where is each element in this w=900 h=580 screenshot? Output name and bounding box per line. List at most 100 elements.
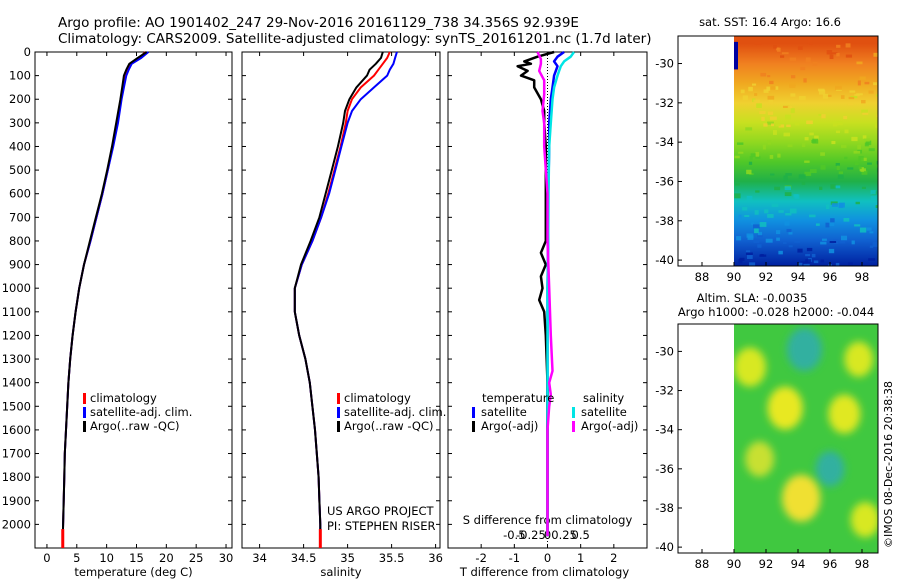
sst_map-speckle: [760, 254, 764, 257]
sst_map-speckle: [838, 203, 844, 209]
sst_map-speckle: [781, 52, 789, 55]
depth-tick-label: 0: [24, 45, 31, 59]
sla-map-subtitle: Argo h1000: -0.028 h2000: -0.044: [678, 305, 874, 319]
salinity-axes-box: [241, 51, 441, 549]
sst_map-speckle: [875, 205, 878, 208]
header-line-2: Climatology: CARS2009. Satellite-adjuste…: [58, 31, 651, 47]
sst_map-speckle: [849, 90, 856, 93]
sst_map-speckle: [778, 250, 783, 255]
sst_map-speckle: [845, 43, 851, 48]
sst_map-speckle: [854, 94, 860, 97]
sst_map-lat-label: -34: [655, 135, 674, 149]
sst_map-speckle: [804, 171, 812, 176]
difference-legend-label: satellite: [581, 405, 627, 419]
sst_map-speckle: [777, 153, 781, 158]
sst_map-speckle: [766, 86, 771, 91]
sst_map-speckle: [812, 61, 818, 66]
sst_map-speckle: [735, 183, 740, 186]
depth-tick-label: 1200: [2, 328, 31, 342]
sla-map-title: Altim. SLA: -0.0035: [697, 291, 808, 305]
sst_map-frame: [677, 35, 879, 267]
sst_map-speckle: [767, 121, 774, 125]
depth-tick-label: 1400: [2, 376, 31, 390]
sst_map-speckle: [811, 253, 816, 258]
sst_map-speckle: [782, 105, 790, 108]
sst_map-speckle: [873, 52, 878, 57]
sla_map-lon-label: 98: [855, 557, 870, 571]
sst_map-speckle: [809, 214, 816, 218]
sst_map-speckle: [753, 238, 760, 243]
sst_map-speckle: [861, 170, 868, 175]
sst_map-speckle: [745, 252, 753, 255]
sst_map-speckle: [818, 186, 823, 190]
sst_map-speckle: [840, 95, 845, 99]
sst_map-speckle: [754, 210, 759, 215]
sst_map-speckle: [876, 161, 878, 165]
salinity-legend-swatch: [337, 421, 340, 432]
sst_map-speckle: [783, 132, 790, 137]
difference-legend-label: Argo(-adj): [481, 419, 538, 433]
sst_map-speckle: [783, 175, 788, 181]
sst_map-speckle: [776, 237, 780, 241]
difference-legend-swatch: [472, 421, 475, 432]
sst_map-speckle: [869, 231, 874, 234]
sst_map-speckle: [868, 148, 875, 152]
sst_map-speckle: [837, 174, 844, 179]
sst_map-speckle: [814, 135, 819, 141]
sla_map-blob: [782, 474, 821, 522]
sla_map-lat-label: -32: [655, 384, 674, 398]
sla_map-lat-label: -30: [655, 344, 674, 358]
sst_map-speckle: [755, 151, 760, 157]
sst_map-speckle: [847, 167, 854, 170]
sst_map-speckle: [803, 263, 810, 266]
sst_map-speckle: [789, 208, 797, 214]
sla_map-lon-label: 88: [695, 557, 710, 571]
sst_map-speckle: [840, 235, 848, 241]
sst_map-speckle: [786, 124, 791, 128]
sst_map-speckle: [844, 129, 849, 134]
sst_map-speckle: [790, 75, 796, 79]
sst_map-lon-label: 88: [695, 270, 710, 284]
sst_map-speckle: [752, 83, 757, 86]
sla_map-lat-label: -34: [655, 423, 674, 437]
sst_map-speckle: [760, 72, 767, 77]
temperature-xtick-label: 10: [99, 551, 114, 565]
sst_map-speckle: [825, 222, 830, 228]
sst_map-speckle: [848, 96, 855, 100]
sst_map-speckle: [868, 90, 874, 94]
depth-tick-label: 200: [9, 92, 31, 106]
difference-xtick-label: 2: [610, 551, 617, 565]
sst_map-speckle: [770, 123, 775, 127]
sst_map-speckle: [829, 241, 837, 244]
sst_map-speckle: [820, 152, 825, 156]
temperature-xtick-label: 15: [129, 551, 144, 565]
sst_map-speckle: [862, 111, 869, 115]
sst_map-speckle: [872, 241, 878, 247]
temperature-legend-label: satellite-adj. clim.: [90, 405, 192, 419]
sst_map-speckle: [789, 57, 797, 61]
sst_map-speckle: [800, 66, 806, 71]
sst_map-speckle: [839, 241, 846, 244]
depth-tick-label: 500: [9, 163, 31, 177]
sst_map-speckle: [763, 89, 769, 93]
difference-series-s-satellite: [546, 51, 576, 537]
sst_map-speckle: [788, 231, 793, 235]
difference-legend-label: satellite: [481, 405, 527, 419]
sst_map-speckle: [774, 186, 781, 191]
sst_map-speckle: [769, 116, 777, 120]
sst_map-speckle: [813, 260, 819, 264]
temperature-xtick-label: 5: [73, 551, 80, 565]
sst_map-speckle: [749, 156, 753, 161]
sst_map-speckle: [767, 111, 774, 115]
depth-tick-label: 1000: [2, 281, 31, 295]
sst_map-speckle: [829, 54, 834, 60]
sst_map-speckle: [857, 144, 862, 150]
sst_map-speckle: [804, 137, 809, 141]
difference-s-tick-label: -0.5: [503, 528, 525, 542]
sst_map-speckle: [836, 44, 841, 48]
sla_map-lat-label: -36: [655, 462, 674, 476]
sst_map-speckle: [757, 235, 763, 238]
sst_map-speckle: [762, 144, 766, 150]
salinity-xtick-label: 34.5: [291, 551, 317, 565]
temperature-xtick-label: 25: [189, 551, 204, 565]
